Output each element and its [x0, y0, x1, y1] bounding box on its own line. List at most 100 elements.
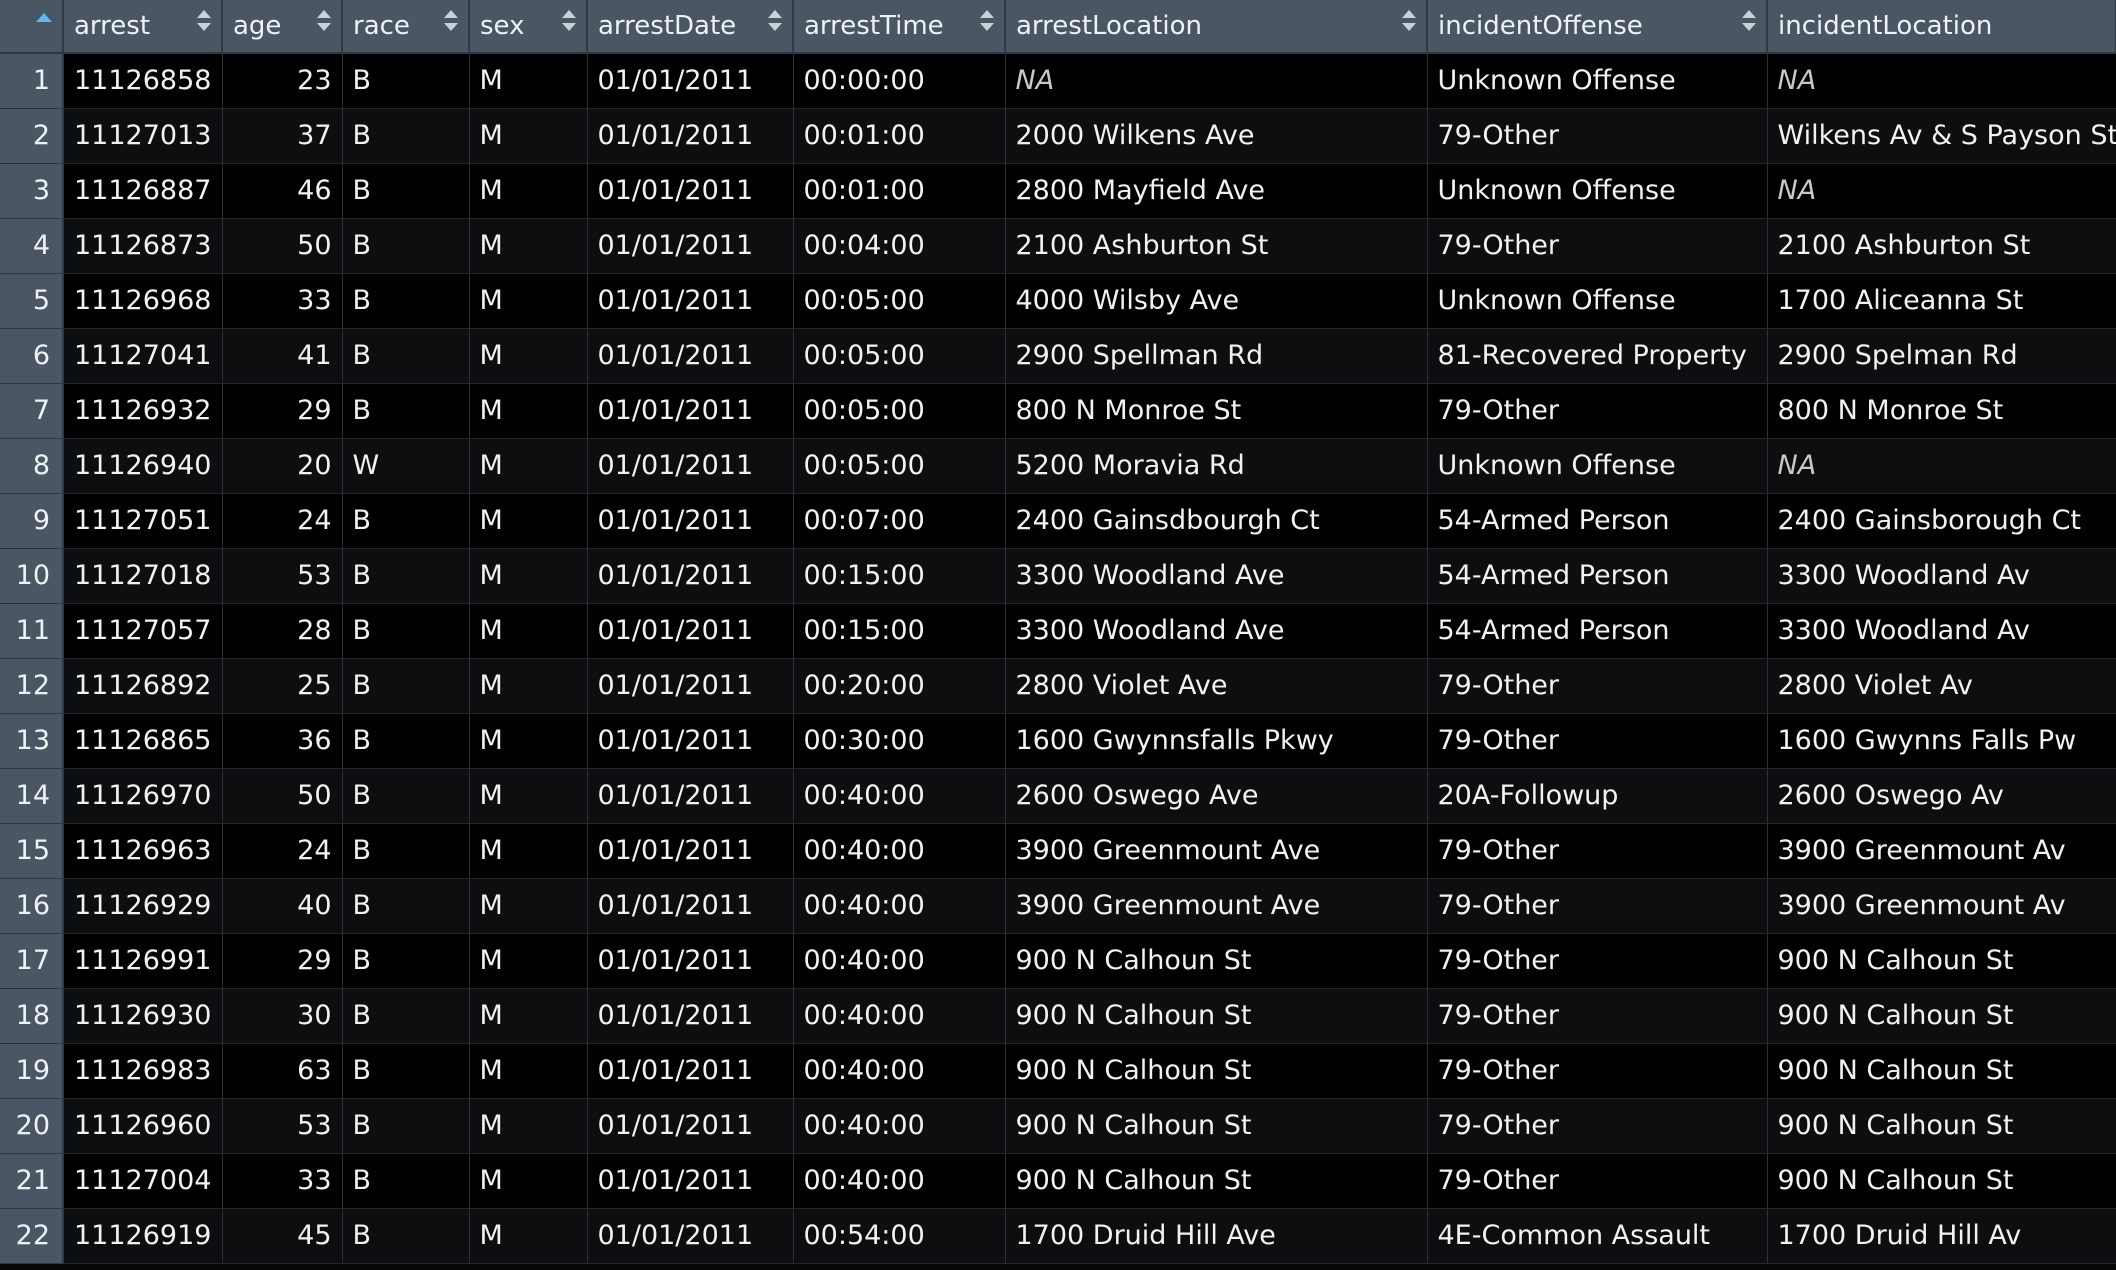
cell-arrest: 11127013 — [63, 108, 223, 164]
cell-incidentOffense: Unknown Offense — [1427, 273, 1768, 329]
cell-incidentOffense: 54-Armed Person — [1427, 493, 1768, 549]
cell-arrest: 11127004 — [63, 1153, 223, 1209]
cell-sex: M — [469, 713, 588, 769]
cell-incidentLocation: 2100 Ashburton St — [1767, 218, 2116, 274]
cell-age: 41 — [222, 328, 343, 384]
cell-age: 23 — [222, 53, 343, 109]
cell-incidentLocation: NA — [1767, 163, 2116, 219]
sort-both-icon[interactable] — [317, 10, 331, 34]
cell-race: B — [342, 1098, 470, 1154]
cell-incidentOffense: 54-Armed Person — [1427, 548, 1768, 604]
cell-age: 33 — [222, 1153, 343, 1209]
cell-arrest: 11127051 — [63, 493, 223, 549]
column-header-age[interactable]: age — [222, 0, 343, 54]
cell-race: B — [342, 933, 470, 989]
table-row: 20 11126960 53 B M 01/01/2011 00:40:00 900 N Ca… — [0, 1098, 2116, 1154]
column-header-arrestTime[interactable]: arrestTime — [793, 0, 1006, 54]
cell-arrestTime: 00:40:00 — [793, 768, 1006, 824]
cell-incidentLocation: 900 N Calhoun St — [1767, 988, 2116, 1044]
table-row: 14 11126970 50 B M 01/01/2011 00:40:00 2600 Osw… — [0, 768, 2116, 824]
table-row: 2 11127013 37 B M 01/01/2011 00:01:00 2000 Wilk… — [0, 108, 2116, 164]
column-header-label: race — [353, 11, 410, 41]
cell-incidentOffense: 79-Other — [1427, 1153, 1768, 1209]
column-header-label: sex — [480, 11, 525, 41]
row-number: 11 — [0, 603, 64, 659]
sort-both-icon[interactable] — [980, 10, 994, 34]
column-header-arrestLocation[interactable]: arrestLocation — [1005, 0, 1428, 54]
cell-arrestTime: 00:40:00 — [793, 878, 1006, 934]
cell-arrestDate: 01/01/2011 — [587, 603, 794, 659]
row-number: 12 — [0, 658, 64, 714]
cell-incidentOffense: 4E-Common Assault — [1427, 1208, 1768, 1264]
cell-arrest: 11126892 — [63, 658, 223, 714]
cell-arrestTime: 00:15:00 — [793, 548, 1006, 604]
column-header-label: arrestDate — [598, 11, 737, 41]
cell-arrest: 11127018 — [63, 548, 223, 604]
cell-race: B — [342, 548, 470, 604]
column-header-sex[interactable]: sex — [469, 0, 588, 54]
sort-both-icon[interactable] — [768, 10, 782, 34]
cell-race: B — [342, 163, 470, 219]
cell-arrestLocation: 900 N Calhoun St — [1005, 1043, 1428, 1099]
cell-age: 28 — [222, 603, 343, 659]
cell-arrestDate: 01/01/2011 — [587, 548, 794, 604]
column-header-race[interactable]: race — [342, 0, 470, 54]
cell-incidentLocation: 1700 Druid Hill Av — [1767, 1208, 2116, 1264]
cell-arrestDate: 01/01/2011 — [587, 383, 794, 439]
cell-race: B — [342, 493, 470, 549]
sort-both-icon[interactable] — [444, 10, 458, 34]
row-number: 9 — [0, 493, 64, 549]
cell-incidentLocation: 3300 Woodland Av — [1767, 548, 2116, 604]
column-header-label: arrestLocation — [1016, 11, 1202, 41]
cell-arrest: 11126968 — [63, 273, 223, 329]
table-row: 5 11126968 33 B M 01/01/2011 00:05:00 4000 Wils… — [0, 273, 2116, 329]
sort-both-icon[interactable] — [1742, 10, 1756, 34]
cell-sex: M — [469, 658, 588, 714]
cell-sex: M — [469, 383, 588, 439]
cell-age: 40 — [222, 878, 343, 934]
cell-sex: M — [469, 108, 588, 164]
cell-arrest: 11126970 — [63, 768, 223, 824]
row-number: 18 — [0, 988, 64, 1044]
table-row: 8 11126940 20 W M 01/01/2011 00:05:00 5200 Mora… — [0, 438, 2116, 494]
cell-race: B — [342, 988, 470, 1044]
cell-sex: M — [469, 493, 588, 549]
cell-arrestDate: 01/01/2011 — [587, 768, 794, 824]
table-row: 6 11127041 41 B M 01/01/2011 00:05:00 2900 Spel… — [0, 328, 2116, 384]
cell-age: 29 — [222, 933, 343, 989]
cell-incidentLocation: NA — [1767, 438, 2116, 494]
cell-incidentOffense: 81-Recovered Property — [1427, 328, 1768, 384]
table-row: 16 11126929 40 B M 01/01/2011 00:40:00 3900 Gre… — [0, 878, 2116, 934]
cell-race: B — [342, 658, 470, 714]
column-header-label: arrestTime — [804, 11, 944, 41]
cell-arrestLocation: 1600 Gwynnsfalls Pkwy — [1005, 713, 1428, 769]
cell-arrestLocation: 2400 Gainsdbourgh Ct — [1005, 493, 1428, 549]
cell-race: B — [342, 273, 470, 329]
table-row: 18 11126930 30 B M 01/01/2011 00:40:00 900 N Ca… — [0, 988, 2116, 1044]
sort-ascending-icon[interactable] — [36, 13, 52, 22]
cell-race: B — [342, 768, 470, 824]
column-header-incidentOffense[interactable]: incidentOffense — [1427, 0, 1768, 54]
row-number: 22 — [0, 1208, 64, 1264]
header-row: arrest age race sex arrestDate arrestTime arre… — [0, 0, 2116, 54]
cell-arrest: 11126991 — [63, 933, 223, 989]
cell-sex: M — [469, 53, 588, 109]
cell-arrestDate: 01/01/2011 — [587, 658, 794, 714]
cell-arrest: 11127057 — [63, 603, 223, 659]
cell-arrestLocation: 2000 Wilkens Ave — [1005, 108, 1428, 164]
column-header-arrestDate[interactable]: arrestDate — [587, 0, 794, 54]
cell-age: 50 — [222, 218, 343, 274]
cell-incidentLocation: 1600 Gwynns Falls Pw — [1767, 713, 2116, 769]
cell-incidentLocation: 2800 Violet Av — [1767, 658, 2116, 714]
sort-both-icon[interactable] — [1402, 10, 1416, 34]
cell-arrestTime: 00:40:00 — [793, 988, 1006, 1044]
column-header-arrest[interactable]: arrest — [63, 0, 223, 54]
sort-both-icon[interactable] — [562, 10, 576, 34]
column-header-incidentLocation[interactable]: incidentLocation — [1767, 0, 2116, 54]
cell-incidentLocation: 3900 Greenmount Av — [1767, 823, 2116, 879]
table-body: 1 11126858 23 B M 01/01/2011 00:00:00 NA Unknown… — [0, 53, 2116, 1264]
row-number-header[interactable] — [0, 0, 64, 54]
cell-age: 53 — [222, 1098, 343, 1154]
sort-both-icon[interactable] — [197, 10, 211, 34]
